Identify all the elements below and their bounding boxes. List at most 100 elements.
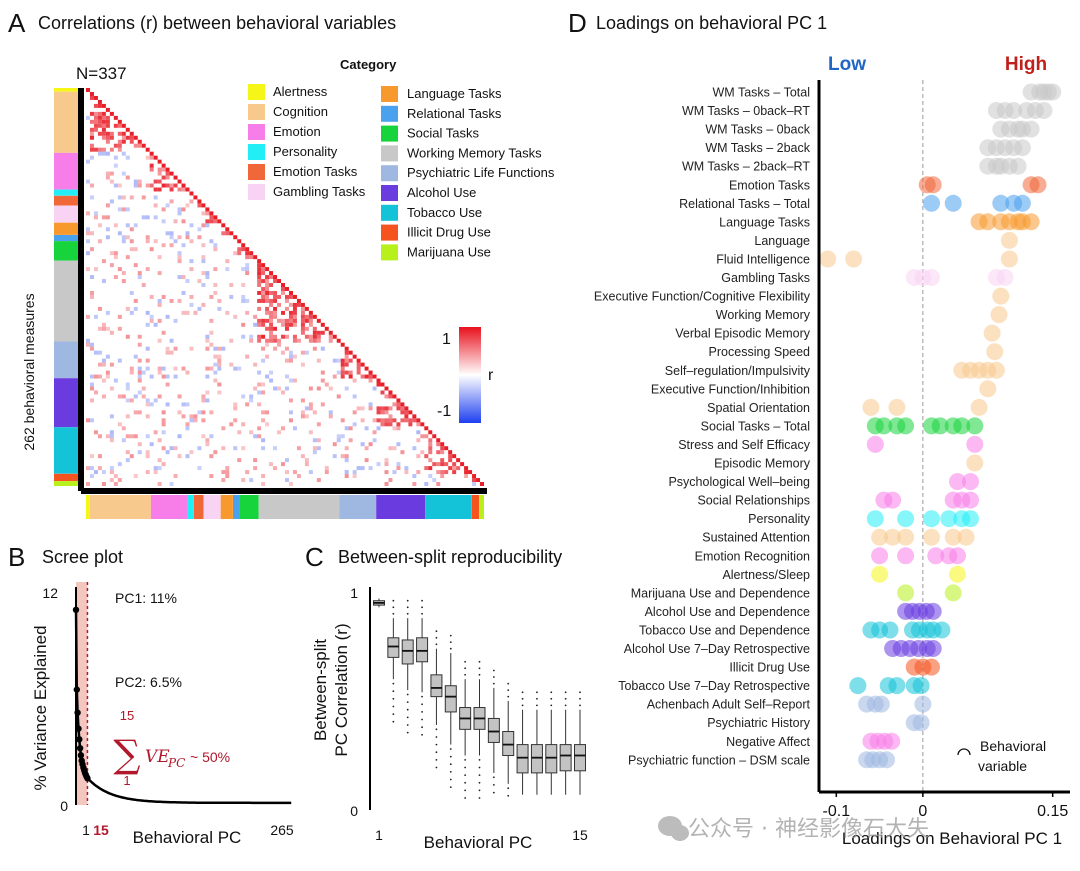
heatmap-cell [157,318,162,323]
heatmap-cell [109,362,114,367]
panel-d: D Loadings on behavioral PC 1 WM Tasks –… [568,8,1070,848]
heatmap-cell [237,247,242,252]
heatmap-cell [257,338,262,343]
heatmap-cell [197,446,202,451]
heatmap-cell [161,422,166,427]
box-body [401,639,414,665]
heatmap-cell [101,115,106,120]
heatmap-cell [133,306,138,311]
box-outlier [564,691,567,694]
heatmap-cell [249,478,254,483]
heatmap-cell [137,378,142,383]
heatmap-cell [177,255,182,260]
box-body [430,674,443,698]
box-outlier [478,766,481,769]
row-label: Relational Tasks – Total [679,197,810,211]
heatmap-cell [97,326,102,331]
heatmap-cell [141,195,146,200]
heatmap-cell [368,466,373,471]
heatmap-cell [117,119,122,124]
heatmap-cell [185,422,190,427]
heatmap-cell [265,287,270,291]
heatmap-cell [117,231,122,236]
heatmap-cell [352,410,357,415]
heatmap-cell [217,298,222,303]
heatmap-cell [129,454,134,459]
row-label: Psychiatric History [707,716,811,730]
heatmap-cell [133,143,138,148]
heatmap-cell [296,302,301,307]
box-outlier [435,743,438,746]
heatmap-cell [292,378,297,383]
heatmap-cell [109,251,114,256]
heatmap-cell [285,306,289,311]
heatmap-cell [213,243,218,248]
left-strip-segment [54,473,78,482]
heatmap-cell [117,123,122,128]
heatmap-cell [217,362,222,367]
row-label: Tobacco Use 7–Day Retrospective [618,679,810,693]
heatmap-cell [201,398,206,403]
heatmap-cell [157,394,162,399]
box-outlier [492,676,495,678]
heatmap-cell [424,434,429,439]
box-outlier [478,673,481,676]
heatmap-cell [312,446,317,451]
heatmap-cell [400,402,405,407]
heatmap-cell [229,231,234,236]
heatmap-cell [105,135,110,140]
box-outlier [392,690,395,693]
heatmap-cell [97,374,102,379]
heatmap-cell [97,223,102,228]
heatmap-cell [265,354,270,359]
heatmap-cell [277,318,282,323]
loading-point [897,510,915,528]
heatmap-cell [117,462,122,467]
heatmap-cell [292,310,297,315]
heatmap-cell [153,195,158,200]
loading-point [1000,250,1018,268]
legend-label: Social Tasks [407,126,480,141]
heatmap-cell [308,318,313,323]
box-outlier [449,755,452,758]
heatmap-cell [157,179,162,184]
heatmap-cell [161,183,166,188]
legend-swatch [381,86,398,102]
heatmap-cell [137,183,142,188]
box-outlier [435,759,438,761]
heatmap-cell [125,434,130,439]
heatmap-cell [121,135,126,140]
heatmap-cell [169,482,174,486]
heatmap-cell [257,402,262,407]
legend-swatch [381,185,398,201]
heatmap-cell [161,374,166,379]
bottom-strip-segment [239,495,259,519]
heatmap-cell [281,287,285,291]
box-outlier [406,606,409,609]
heatmap-cell [452,454,457,459]
heatmap-cell [209,454,214,459]
heatmap-cell [109,199,114,204]
heatmap-cell [396,466,401,471]
heatmap-cell [428,446,433,451]
heatmap-cell [376,382,381,387]
heatmap-cell [169,298,174,303]
heatmap-cell [241,322,246,327]
loading-point [966,417,984,435]
heatmap-cell [109,263,114,268]
heatmap-cell [117,314,122,319]
heatmap-cell [241,334,246,339]
heatmap-cell [388,394,393,399]
heatmap-cell [125,223,130,228]
legend-label-line1: Behavioral [980,738,1046,754]
box-body [444,685,457,713]
heatmap-cell [368,378,373,383]
row-label: Self–regulation/Impulsivity [665,364,811,378]
heatmap-cell [436,462,441,467]
box-outlier [492,682,495,685]
heatmap-cell [197,279,202,284]
heatmap-cell [93,111,98,116]
heatmap-cell [233,251,238,256]
heatmap-cell [161,410,166,415]
